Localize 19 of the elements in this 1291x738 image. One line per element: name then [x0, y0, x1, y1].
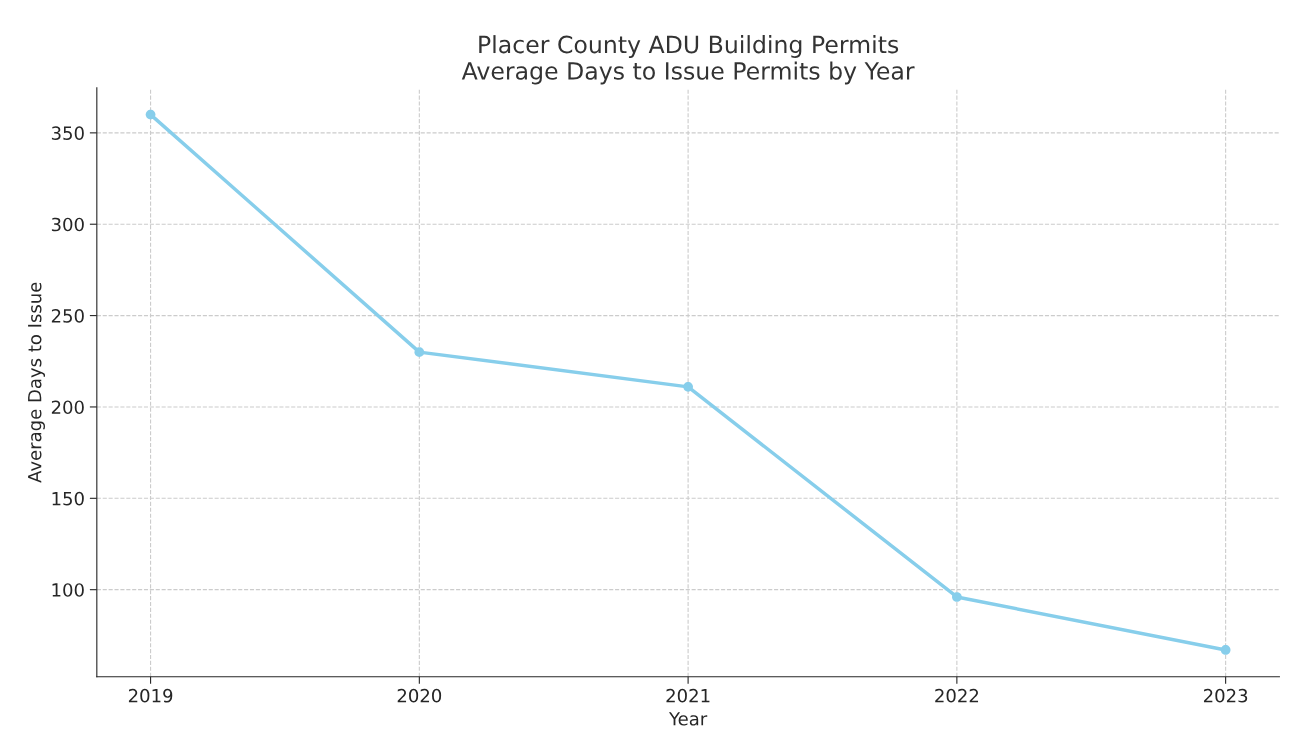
- y-tick-label: 100: [52, 583, 84, 597]
- x-tick-label: 2019: [128, 688, 173, 703]
- point: [952, 592, 962, 602]
- point: [683, 381, 693, 392]
- point: [414, 347, 425, 357]
- y-tick-label: 350: [51, 126, 84, 140]
- point: [145, 109, 156, 120]
- chart-title: Placer County ADU Building Permits Average Days to Issue Permits by Year: [461, 35, 915, 85]
- y-tick-label: 250: [51, 309, 84, 323]
- x-tick-label: 2023: [1203, 688, 1248, 703]
- y-tick-label: 200: [51, 400, 84, 415]
- x-tick-label: 2021: [666, 688, 710, 703]
- y-tick-label: 300: [51, 217, 84, 232]
- x-tick-label: 2022: [935, 688, 979, 703]
- x-tick-label: 2020: [397, 688, 442, 703]
- point: [1220, 645, 1231, 655]
- x-axis-title: Year: [668, 712, 708, 726]
- y-axis-title: Average Days to Issue: [28, 282, 45, 483]
- y-tick-label: 150: [52, 491, 84, 506]
